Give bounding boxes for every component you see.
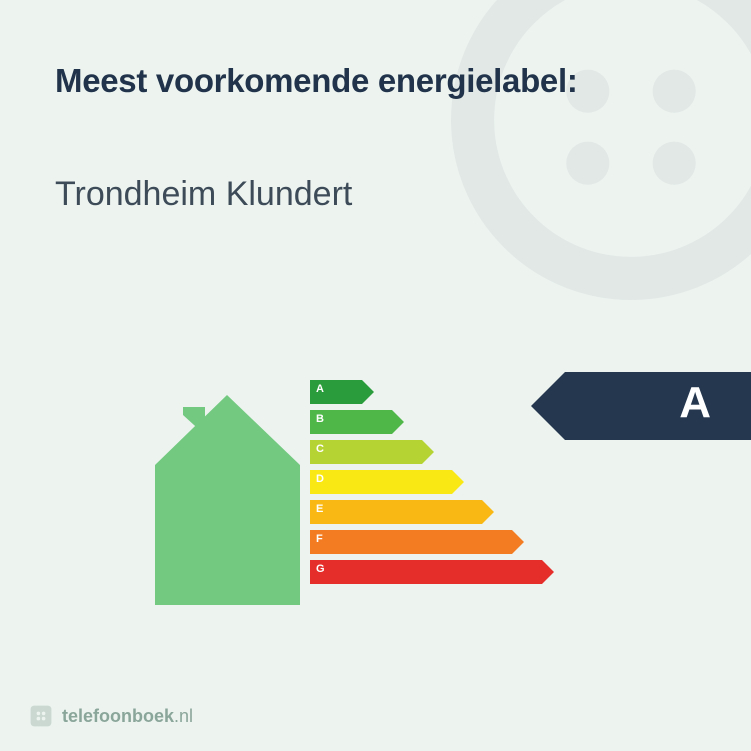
location-name: Trondheim Klundert — [55, 175, 352, 214]
energy-bar-letter: C — [316, 443, 324, 455]
footer-brand-bold: telefoonboek — [62, 706, 174, 726]
energy-bar-letter: F — [316, 533, 323, 545]
footer-brand: telefoonboek.nl — [28, 703, 193, 729]
energy-bar-shape — [310, 560, 554, 584]
energy-bar-letter: D — [316, 473, 324, 485]
page-title: Meest voorkomende energielabel: — [55, 62, 578, 100]
energy-bar-shape — [310, 500, 494, 524]
energy-bar-letter: A — [316, 383, 324, 395]
footer-brand-light: .nl — [174, 706, 193, 726]
energy-bar-letter: G — [316, 563, 325, 575]
energy-bar-shape — [310, 470, 464, 494]
energy-bar-shape — [310, 530, 524, 554]
house-icon — [155, 395, 300, 605]
footer-text: telefoonboek.nl — [62, 706, 193, 727]
phonebook-icon — [28, 703, 54, 729]
rating-letter: A — [679, 378, 711, 428]
energy-bar-shape — [310, 440, 434, 464]
watermark-icon — [451, 0, 751, 300]
energy-bar-letter: E — [316, 503, 323, 515]
rating-badge: A — [531, 372, 751, 440]
energy-bar-letter: B — [316, 413, 324, 425]
energy-bar-shape — [310, 410, 404, 434]
rating-arrow-shape — [531, 372, 751, 440]
